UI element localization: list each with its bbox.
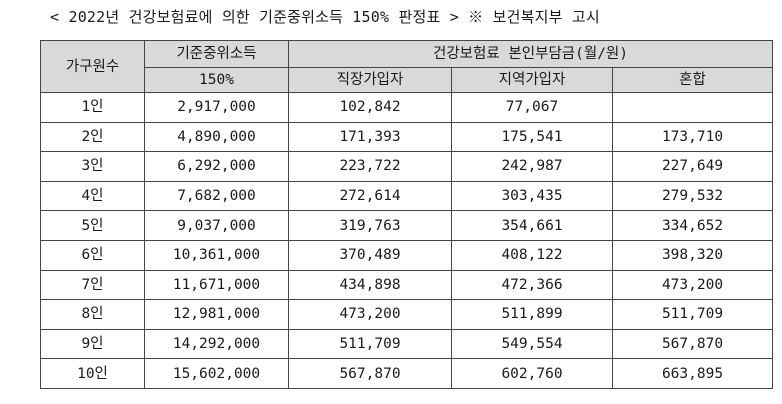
table-row: 4인 7,682,000 272,614 303,435 279,532 — [40, 180, 774, 212]
cell-mixed: 227,649 — [611, 151, 774, 182]
table-row: 9인 14,292,000 511,709 549,554 567,870 — [40, 328, 774, 360]
cell-employee: 171,393 — [288, 121, 452, 153]
cell-income: 6,292,000 — [144, 151, 289, 182]
cell-household: 6인 — [40, 239, 145, 271]
cell-employee: 370,489 — [288, 239, 452, 271]
table-row: 6인 10,361,000 370,489 408,122 398,320 — [40, 239, 774, 271]
table-title: < 2022년 건강보험료에 의한 기준중위소득 150% 판정표 > ※ 보건… — [50, 8, 600, 26]
cell-regional: 472,366 — [451, 269, 613, 301]
cell-mixed: 567,870 — [611, 328, 774, 360]
cell-employee: 511,709 — [288, 328, 452, 360]
cell-employee: 319,763 — [288, 210, 452, 241]
cell-income: 11,671,000 — [144, 269, 289, 301]
table-row: 10인 15,602,000 567,870 602,760 663,895 — [40, 358, 774, 389]
header-income-percent: 150% — [144, 67, 289, 93]
cell-employee: 272,614 — [288, 180, 452, 212]
header-household: 가구원수 — [40, 40, 145, 93]
cell-household: 9인 — [40, 328, 145, 360]
cell-income: 9,037,000 — [144, 210, 289, 241]
cell-regional: 511,899 — [451, 299, 613, 330]
cell-mixed: 279,532 — [611, 180, 774, 212]
cell-regional: 77,067 — [451, 92, 613, 123]
cell-regional: 303,435 — [451, 180, 613, 212]
cell-regional: 175,541 — [451, 121, 613, 153]
cell-mixed: 398,320 — [611, 239, 774, 271]
table-row: 2인 4,890,000 171,393 175,541 173,710 — [40, 121, 774, 153]
cell-household: 7인 — [40, 269, 145, 301]
cell-employee: 223,722 — [288, 151, 452, 182]
cell-employee: 102,842 — [288, 92, 452, 123]
cell-income: 15,602,000 — [144, 358, 289, 389]
cell-household: 3인 — [40, 151, 145, 182]
cell-mixed: 511,709 — [611, 299, 774, 330]
table-row: 8인 12,981,000 473,200 511,899 511,709 — [40, 299, 774, 330]
cell-mixed: 334,652 — [611, 210, 774, 241]
cell-income: 12,981,000 — [144, 299, 289, 330]
header-premium-group: 건강보험료 본인부담금(월/원) — [287, 40, 774, 68]
cell-income: 7,682,000 — [144, 180, 289, 212]
cell-mixed: 173,710 — [611, 121, 774, 153]
header-employee: 직장가입자 — [288, 67, 452, 93]
income-premium-table: 가구원수 기준중위소득 건강보험료 본인부담금(월/원) 150% 직장가입자 … — [40, 40, 774, 389]
cell-regional: 354,661 — [451, 210, 613, 241]
cell-income: 14,292,000 — [144, 328, 289, 360]
cell-household: 4인 — [40, 180, 145, 212]
cell-income: 10,361,000 — [144, 239, 289, 271]
cell-regional: 242,987 — [451, 151, 613, 182]
cell-employee: 473,200 — [288, 299, 452, 330]
cell-household: 2인 — [40, 121, 145, 153]
cell-household: 8인 — [40, 299, 145, 330]
cell-employee: 434,898 — [288, 269, 452, 301]
cell-mixed: 663,895 — [611, 358, 774, 389]
cell-household: 10인 — [40, 358, 145, 389]
header-income: 기준중위소득 — [144, 40, 289, 68]
table-row: 1인 2,917,000 102,842 77,067 — [40, 92, 774, 123]
header-mixed: 혼합 — [611, 67, 774, 93]
cell-employee: 567,870 — [288, 358, 452, 389]
cell-mixed: 473,200 — [611, 269, 774, 301]
cell-income: 2,917,000 — [144, 92, 289, 123]
cell-regional: 602,760 — [451, 358, 613, 389]
cell-regional: 549,554 — [451, 328, 613, 360]
table-row: 7인 11,671,000 434,898 472,366 473,200 — [40, 269, 774, 301]
cell-household: 5인 — [40, 210, 145, 241]
cell-regional: 408,122 — [451, 239, 613, 271]
table-row: 3인 6,292,000 223,722 242,987 227,649 — [40, 151, 774, 182]
table-row: 5인 9,037,000 319,763 354,661 334,652 — [40, 210, 774, 241]
cell-income: 4,890,000 — [144, 121, 289, 153]
header-regional: 지역가입자 — [451, 67, 613, 93]
cell-mixed — [611, 92, 774, 123]
cell-household: 1인 — [40, 92, 145, 123]
